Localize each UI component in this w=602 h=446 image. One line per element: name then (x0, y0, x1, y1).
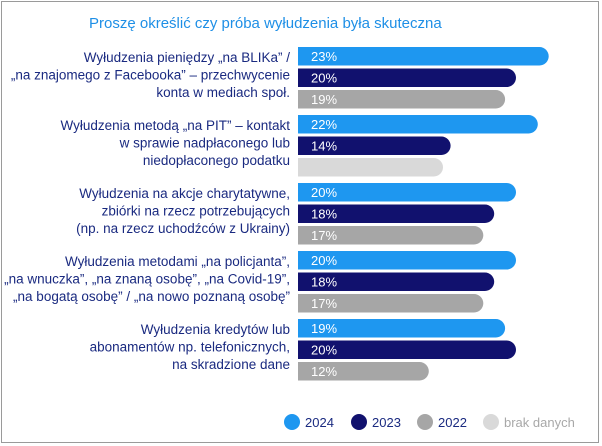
category-label: „na znajomego z Facebooka” – przechwycen… (11, 68, 290, 83)
bar-2023 (298, 272, 495, 291)
data-label-2023: 18% (311, 275, 337, 290)
legend-marker-2022 (417, 414, 433, 430)
bar-2023 (298, 68, 516, 87)
legend-label: 2022 (438, 415, 467, 430)
category-label: „na bogatą osobę” / „na nowo poznaną oso… (13, 289, 290, 304)
bar-2023 (298, 340, 516, 359)
data-label-2023: 18% (311, 207, 337, 222)
bar-2024 (298, 319, 506, 338)
bar-2023 (298, 136, 451, 155)
category-label: na skradzione dane (172, 357, 290, 372)
legend-marker-2023 (351, 414, 367, 430)
data-label-2024: 19% (311, 321, 337, 336)
bar-2024 (298, 115, 538, 134)
legend-label: 2023 (372, 415, 401, 430)
legend-marker-2024 (284, 414, 300, 430)
category-label: Wyłudzenia metodami „na policjanta”, (65, 254, 290, 269)
bar-2022 (298, 294, 484, 313)
category-label: Wyłudzenia kredytów lub (141, 322, 290, 337)
data-label-2022: 17% (311, 228, 337, 243)
bar-2022 (298, 226, 484, 245)
data-label-2023: 20% (311, 71, 337, 86)
data-label-2024: 23% (311, 49, 337, 64)
legend-label: brak danych (504, 415, 575, 430)
data-label-2022: 17% (311, 296, 337, 311)
data-label-2024: 20% (311, 185, 337, 200)
category-label: niedopłaconego podatku (143, 153, 290, 168)
bar-no-data (298, 158, 444, 177)
data-label-2024: 20% (311, 253, 337, 268)
bar-2022 (298, 362, 429, 381)
bar-2024 (298, 47, 549, 66)
data-label-2023: 14% (311, 139, 337, 154)
data-label-2024: 22% (311, 117, 337, 132)
category-label: zbiórki na rzecz potrzebujących (102, 204, 290, 219)
legend-label: 2024 (305, 415, 334, 430)
legend-marker-brak-danych (483, 414, 499, 430)
category-label: w sprawie nadpłaconego lub (119, 136, 290, 151)
category-label: Wyłudzenia metodą „na PIT” – kontakt (61, 118, 291, 133)
bar-2023 (298, 204, 495, 223)
category-label: „na wnuczka”, „na znaną osobę”, „na Covi… (4, 272, 290, 287)
category-label: (np. na rzecz uchodźców z Ukrainy) (76, 221, 290, 236)
chart-title: Proszę określić czy próba wyłudzenia był… (89, 15, 442, 32)
bar-2024 (298, 183, 516, 202)
data-label-2022: 19% (311, 92, 337, 107)
data-label-2023: 20% (311, 343, 337, 358)
bar-2024 (298, 251, 516, 270)
bar-2022 (298, 90, 506, 109)
category-label: konta w mediach społ. (156, 85, 290, 100)
data-label-2022: 12% (311, 364, 337, 379)
category-label: Wyłudzenia pieniędzy „na BLIKa” / (84, 50, 290, 65)
category-label: abonamentów np. telefonicznych, (90, 340, 290, 355)
category-label: Wyłudzenia na akcje charytatywne, (79, 186, 290, 201)
